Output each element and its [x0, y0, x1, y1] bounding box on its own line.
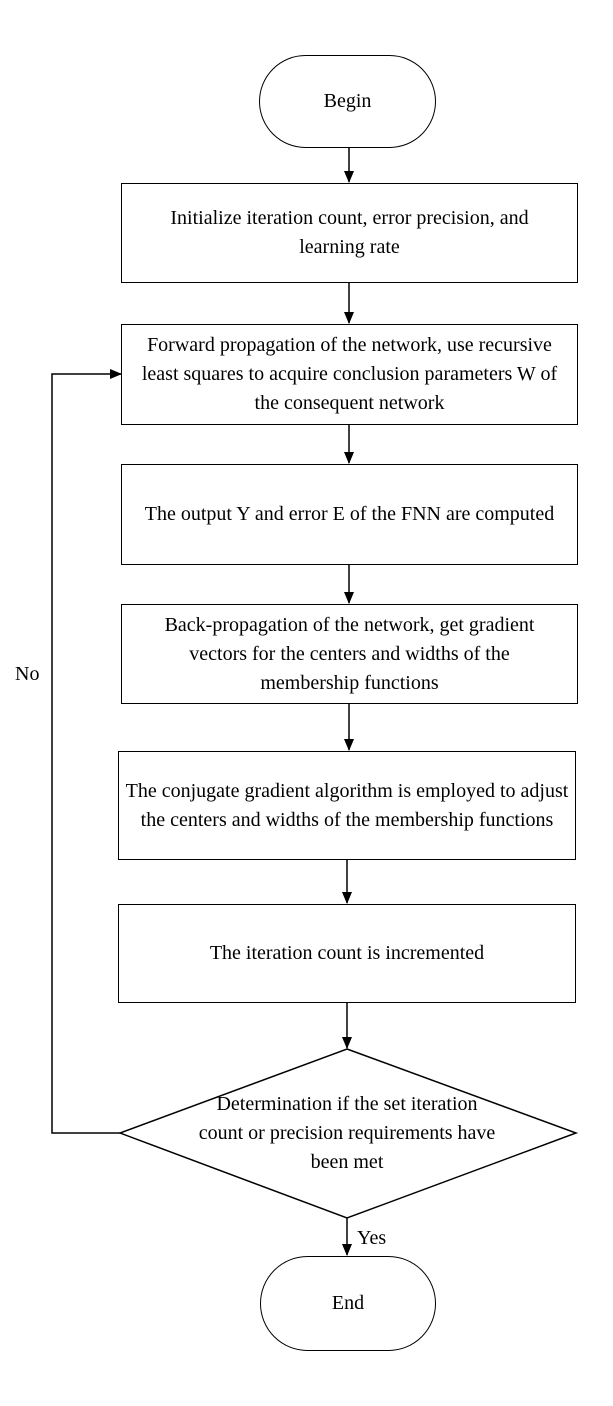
increment-step: The iteration count is incremented	[118, 904, 576, 1003]
edge-label-yes: Yes	[357, 1227, 387, 1249]
end-label: End	[331, 1292, 365, 1314]
conjugate-gradient-step: The conjugate gradient algorithm is empl…	[118, 751, 576, 860]
loop-back-arrow-no	[51, 369, 122, 1134]
forward-propagation-label: Forward propagation of the network, use …	[141, 334, 558, 414]
output-error-step: The output Y and error E of the FNN are …	[121, 464, 578, 565]
decision-diamond	[117, 1048, 579, 1219]
back-propagation-label: Back-propagation of the network, get gra…	[164, 613, 535, 694]
init-step: Initialize iteration count, error precis…	[121, 183, 578, 283]
begin-node: Begin	[259, 55, 436, 148]
end-node: End	[260, 1256, 436, 1351]
conjugate-gradient-label: The conjugate gradient algorithm is empl…	[125, 779, 569, 831]
begin-label: Begin	[323, 90, 372, 112]
back-propagation-step: Back-propagation of the network, get gra…	[121, 604, 578, 704]
init-step-label: Initialize iteration count, error precis…	[170, 207, 529, 258]
decision-node: Determination if the set iteration count…	[180, 1088, 514, 1178]
edge-label-no: No	[15, 663, 40, 685]
output-error-label: The output Y and error E of the FNN are …	[144, 503, 555, 525]
decision-label: Determination if the set iteration count…	[198, 1092, 496, 1173]
forward-propagation-step: Forward propagation of the network, use …	[121, 324, 578, 425]
increment-label: The iteration count is incremented	[209, 942, 485, 964]
